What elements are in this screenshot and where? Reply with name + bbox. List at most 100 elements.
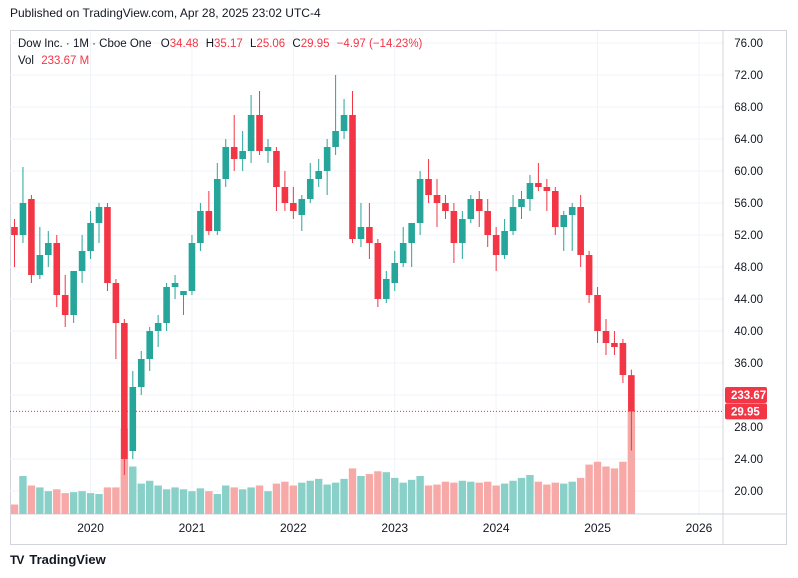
candle-body [602,331,610,343]
candle-body [214,179,221,231]
volume-bar [298,482,306,514]
volume-bar [399,482,407,514]
volume-bar [103,487,112,514]
candle-body [163,287,170,323]
volume-bar [205,491,213,514]
candle-body [230,147,238,159]
candle-body [585,255,593,295]
volume-bar [44,491,52,514]
candle-body [340,115,348,131]
candle-body [78,251,86,271]
legend-close-label: C [292,38,301,50]
volume-bar [281,481,289,514]
volume-bar [315,478,323,514]
legend-high-label: H [205,38,215,50]
volume-bar [348,468,357,514]
candle-body [399,243,407,263]
volume-bar [27,485,36,514]
volume-bar [53,489,61,514]
volume-bar [627,409,636,514]
price-badge-bg [725,403,767,420]
y-tick-label: 64.00 [734,134,763,146]
volume-bar [171,487,179,514]
candle-body [247,115,255,151]
candle-body [11,227,18,235]
volume-bar [255,485,264,514]
volume-bar [365,474,374,514]
volume-bar [340,478,348,514]
candle-body [408,223,415,243]
volume-bar [492,485,500,514]
y-tick-label: 28.00 [734,422,763,434]
candle-body [518,199,525,207]
volume-bar [247,487,255,514]
y-tick-label: 56.00 [734,198,763,210]
candle-body [568,207,576,215]
legend-change: −4.97 (−14.23%) [336,38,423,50]
candle-body [509,207,517,231]
volume-bar [154,485,162,514]
legend-symbol: Dow Inc. · 1M · Cboe One [18,38,152,50]
legend-close-value: 29.95 [300,38,330,50]
volume-bar [585,464,593,514]
volume-bar [576,477,585,514]
volume-bar [213,494,221,514]
volume-bar [36,487,44,514]
volume-bar [146,480,154,514]
candle-body [425,179,432,195]
candle-body [594,295,601,331]
candle-body [61,295,69,315]
y-tick-label: 44.00 [734,294,763,306]
candle-body [53,243,61,295]
tradingview-brand[interactable]: TV TradingView [10,552,106,567]
volume-bar [484,481,492,514]
candle-body [146,331,153,359]
volume-bar [602,466,610,514]
y-tick-label: 24.00 [734,454,763,466]
volume-bar [374,471,382,514]
volume-bar [238,489,247,514]
candle-body [492,235,500,255]
volume-bar [188,491,196,514]
volume-bar [19,476,27,514]
candle-body [197,211,204,243]
volume-bar [78,491,86,514]
candle-body [180,291,187,295]
legend-low-value: 25.06 [256,38,286,50]
candle-body [366,227,373,243]
x-tick-label: 2021 [179,521,206,535]
volume-bar [407,479,416,514]
volume-bar [137,483,145,514]
candle-body [501,231,508,255]
x-tick-label: 2022 [280,521,307,535]
candle-body [577,207,584,255]
candle-body [611,343,618,347]
candle-body [475,199,483,211]
chart-frame[interactable] [10,30,787,545]
candle-body [28,199,35,275]
volume-bar [568,481,576,514]
candle-body [323,147,331,171]
candle-body [222,147,230,179]
candle-body [535,183,542,187]
legend-open-value: 34.48 [169,38,199,50]
candle-body [264,147,272,151]
volume-bar [509,480,517,514]
volume-bar [382,472,390,514]
brand-name: TradingView [29,552,106,567]
volume-bar [162,489,171,514]
volume-bar [593,461,602,514]
candle-body [137,359,145,387]
legend: Dow Inc. · 1M · Cboe One O34.48 H35.17 L… [18,36,422,70]
candle-body [188,243,196,291]
volume-bar [450,482,458,514]
volume-bar [129,466,137,514]
x-tick-label: 2026 [686,521,713,535]
y-tick-label: 48.00 [734,262,763,274]
candle-body [459,219,466,243]
volume-bar [500,483,509,514]
volume-bars [10,409,636,514]
candle-body [442,203,449,211]
volume-bar [86,493,95,514]
